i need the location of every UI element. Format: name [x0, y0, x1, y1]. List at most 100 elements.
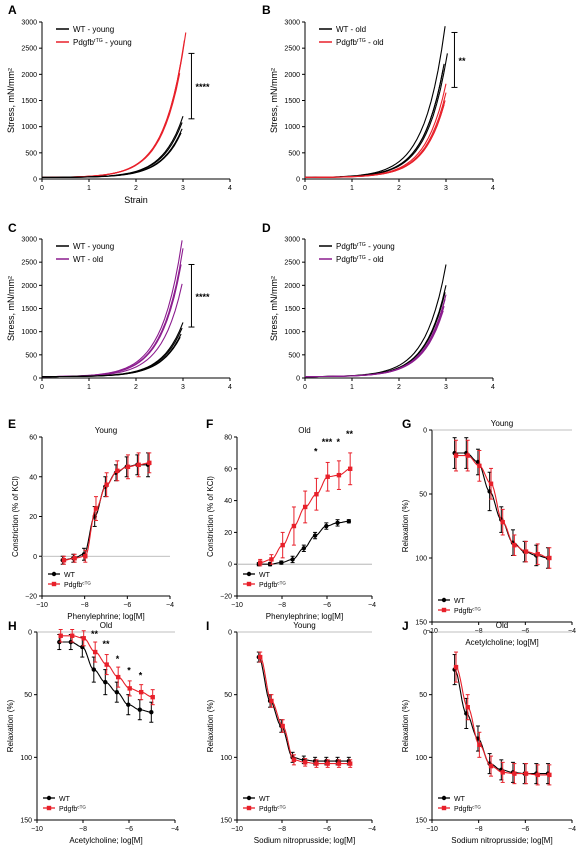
data-point: [104, 482, 109, 487]
fit-curve: [454, 669, 548, 775]
legend-text-sup: rTG: [357, 255, 366, 261]
panel-letter: E: [8, 417, 16, 431]
data-point: [547, 772, 552, 778]
stress-curve: [305, 310, 444, 378]
legend-label: PdgfbrTG - old: [336, 38, 384, 47]
legend-text-base: Pdgfb: [336, 242, 357, 251]
significance-label: *: [314, 446, 318, 456]
x-tick-label: −8: [278, 826, 286, 833]
x-tick-label: 2: [134, 384, 138, 391]
legend-text-tail: - young: [103, 38, 132, 47]
significance-label: ***: [322, 437, 333, 447]
x-tick-label: −10: [231, 602, 243, 609]
data-point: [312, 533, 318, 538]
data-point: [453, 453, 459, 458]
stress-curve: [305, 294, 447, 378]
stress-curve: [305, 83, 447, 178]
legend-text-tail: - old: [366, 255, 384, 264]
legend-text-base: WT - old: [73, 255, 103, 264]
y-tick-label: 50: [24, 692, 32, 699]
legend-text-base: Pdgfb: [336, 255, 357, 264]
y-tick-label: 100: [220, 755, 232, 762]
x-tick-label: −10: [231, 826, 243, 833]
y-tick-label: −20: [25, 594, 37, 601]
panel-letter: C: [8, 221, 17, 235]
data-point: [257, 654, 263, 660]
data-point: [302, 760, 308, 765]
panel-title: Old: [496, 621, 508, 630]
x-tick-label: −8: [81, 602, 89, 609]
x-tick-label: −4: [568, 628, 576, 635]
legend-marker: [441, 607, 447, 613]
legend-text-base: Pdgfb: [454, 806, 472, 813]
x-axis-label: Acetylcholine; log[M]: [69, 836, 142, 845]
data-point: [61, 558, 67, 563]
x-tick-label: 0: [40, 185, 44, 192]
y-tick-label: 2500: [284, 46, 300, 53]
y-axis-label: Stress, mN/mm²: [269, 276, 279, 341]
legend-text-base: WT - young: [73, 25, 114, 34]
significance-label: *: [139, 670, 143, 680]
legend-text-sup: cTG: [82, 581, 91, 586]
y-tick-label: 3000: [21, 20, 37, 27]
y-tick-label: 0: [423, 630, 427, 637]
y-axis-label: Stress, mN/mm²: [6, 68, 16, 133]
data-point: [115, 468, 120, 473]
y-tick-label: 40: [29, 474, 37, 481]
y-tick-label: 150: [415, 818, 427, 825]
y-tick-label: 1500: [284, 98, 300, 105]
y-tick-label: 0: [228, 630, 232, 637]
data-point: [72, 556, 77, 561]
x-tick-label: 2: [134, 185, 138, 192]
stress-curve: [305, 292, 446, 378]
x-axis-label: Acetylcholine; log[M]: [465, 638, 538, 647]
stress-curve: [42, 40, 185, 178]
legend-text-base: WT: [64, 572, 76, 579]
x-tick-label: 1: [87, 384, 91, 391]
panel-letter: G: [402, 417, 411, 431]
x-tick-label: 1: [87, 185, 91, 192]
y-tick-label: 100: [415, 556, 427, 563]
x-tick-label: 3: [444, 185, 448, 192]
x-tick-label: 3: [181, 384, 185, 391]
panel-E: −10 −8 −6 −4 −20 0 20 40 60 Phenylephrine; log[M]…: [11, 426, 174, 621]
legend-text-base: WT: [259, 572, 271, 579]
y-tick-label: 2500: [21, 46, 37, 53]
y-tick-label: 0: [33, 376, 37, 383]
data-point: [125, 464, 131, 470]
y-tick-label: 1500: [21, 306, 37, 313]
data-point: [314, 492, 319, 497]
legend-label: PdgfbcTG: [59, 805, 86, 813]
legend-text-base: Pdgfb: [73, 38, 94, 47]
x-tick-label: −4: [171, 826, 179, 833]
data-point: [347, 466, 353, 471]
x-tick-label: −10: [426, 628, 438, 635]
stress-curve: [305, 104, 445, 178]
x-tick-label: 1: [350, 384, 354, 391]
stress-curve: [42, 240, 183, 378]
stress-curve: [305, 285, 447, 378]
data-point: [477, 463, 482, 469]
legend-label: WT: [454, 598, 466, 605]
data-point: [324, 523, 329, 529]
data-point: [301, 546, 307, 551]
y-tick-label: 0: [296, 376, 300, 383]
legend-text-base: Pdgfb: [259, 806, 277, 813]
legend-text-base: Pdgfb: [259, 582, 277, 589]
panel-letter: I: [206, 619, 209, 633]
x-tick-label: −6: [123, 602, 131, 609]
y-tick-label: 0: [296, 177, 300, 184]
data-point: [336, 472, 342, 478]
x-tick-label: −8: [79, 826, 87, 833]
panel-letter: B: [262, 3, 271, 17]
panel-B: 0 1 2 3 4 0 500 1000 1500 2000 2500 3000 Stress, mN/…: [269, 20, 495, 193]
y-tick-label: 0: [33, 177, 37, 184]
y-axis-label: Relaxation (%): [206, 699, 215, 752]
y-tick-label: 150: [415, 620, 427, 627]
x-tick-label: −8: [475, 628, 483, 635]
legend-text-sup: cTG: [472, 607, 481, 612]
x-tick-label: −8: [278, 602, 286, 609]
x-axis-label: Phenylephrine; log[M]: [67, 612, 144, 621]
stress-curve: [42, 122, 183, 178]
y-tick-label: 1500: [284, 306, 300, 313]
